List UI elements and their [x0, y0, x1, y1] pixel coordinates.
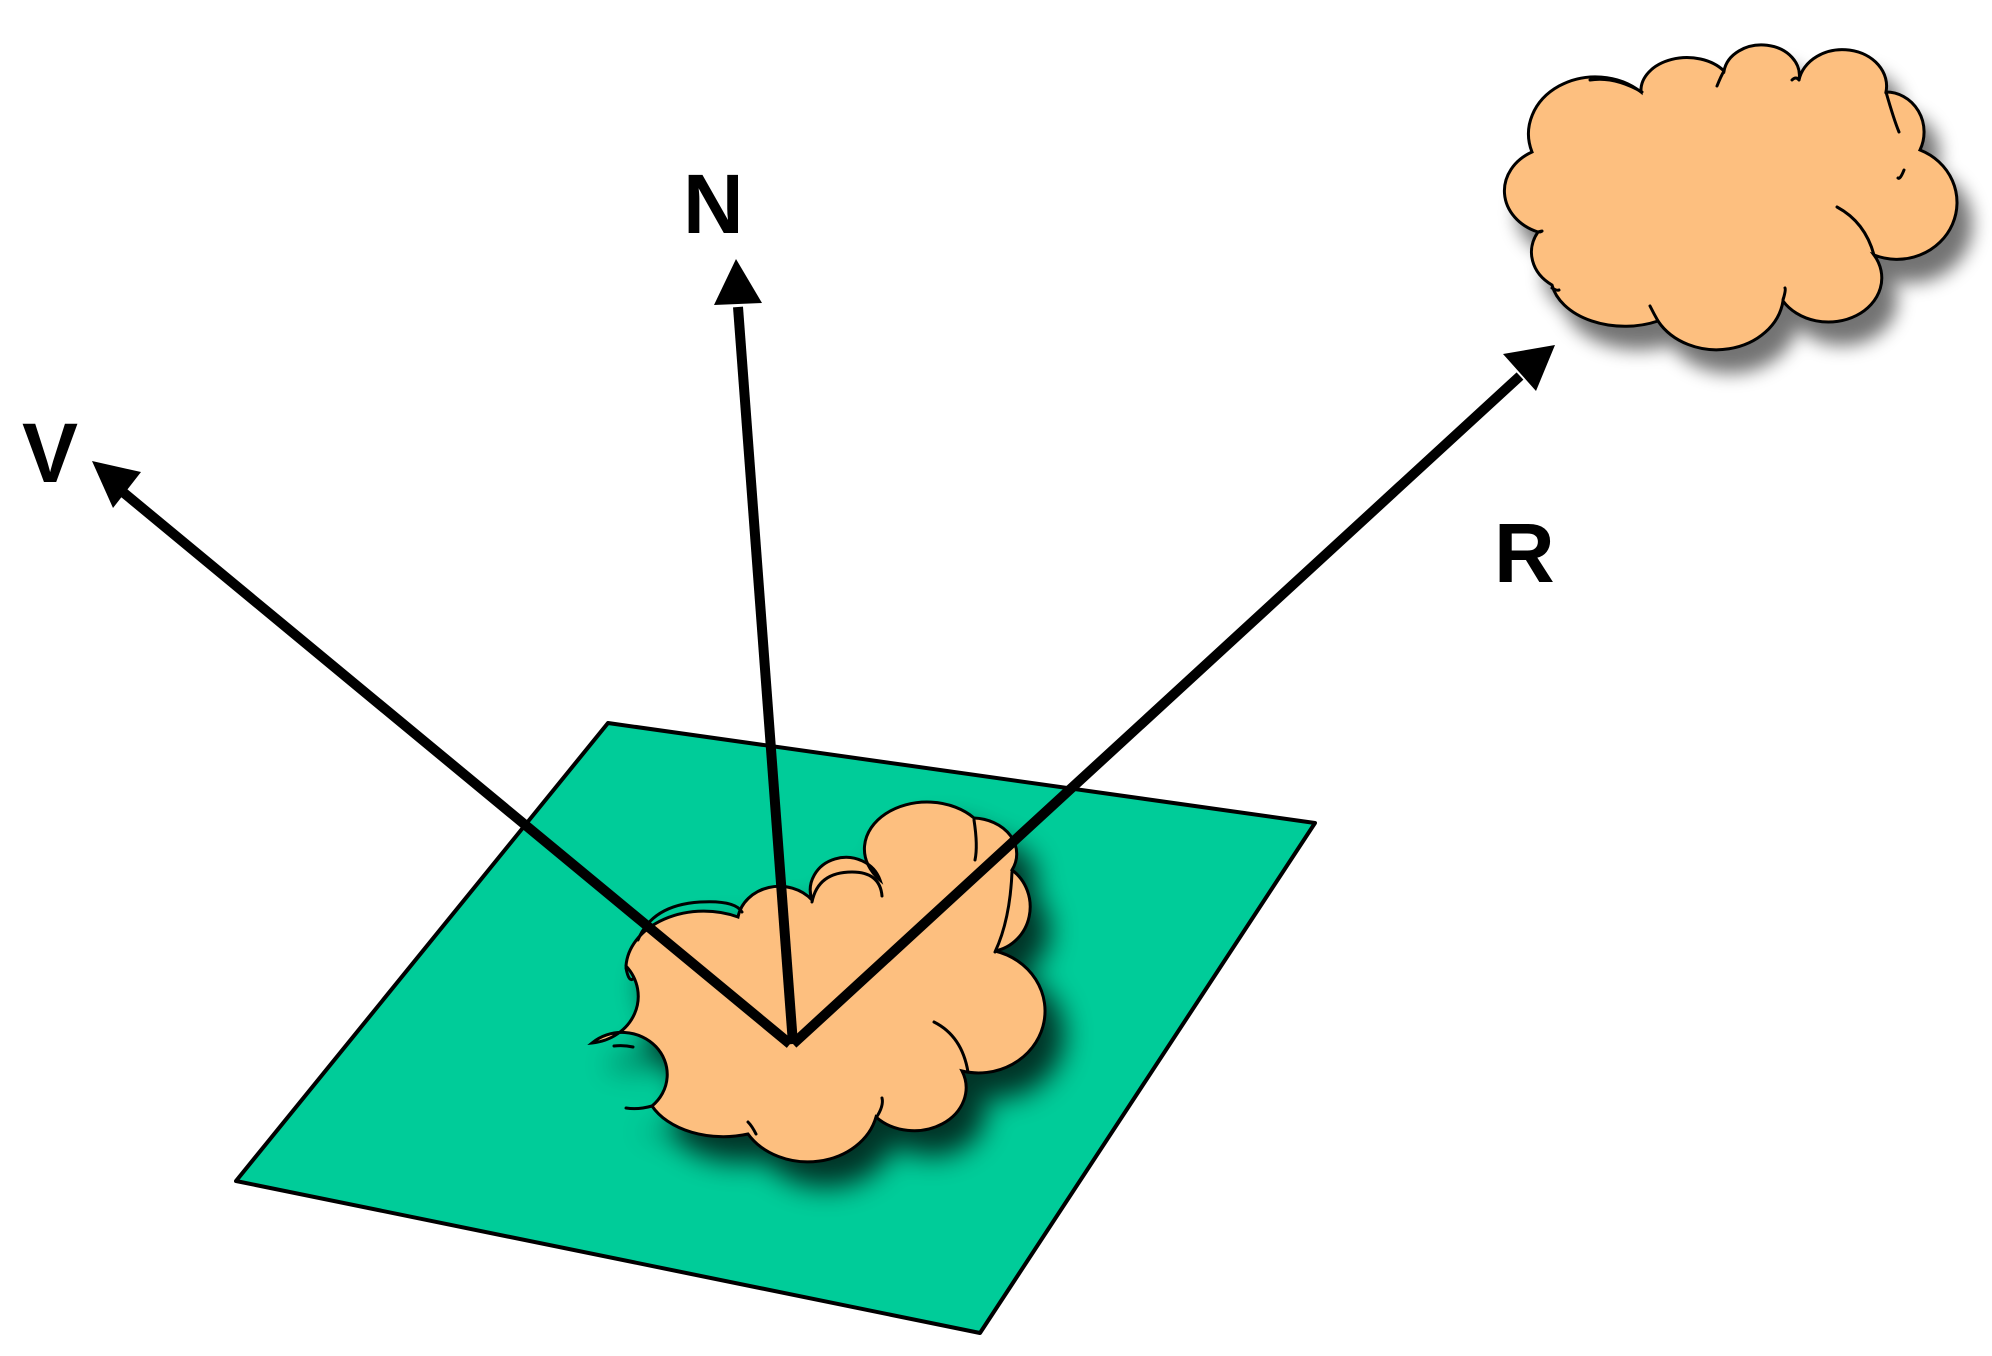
view-vector-shaft	[120, 489, 794, 1048]
view-vector-arrowhead	[92, 461, 141, 508]
normal-vector-arrowhead	[714, 259, 762, 305]
vectors	[92, 259, 1555, 1048]
normal-vector-shaft	[733, 306, 798, 1045]
view-vector-label: V	[22, 406, 78, 500]
reflection-vector-label: R	[1494, 506, 1555, 600]
reflection-vector-shaft	[789, 372, 1524, 1048]
normal-vector-label: N	[683, 157, 744, 251]
reflection-vector-arrowhead	[1503, 345, 1555, 391]
sky-cloud	[1502, 43, 1959, 352]
